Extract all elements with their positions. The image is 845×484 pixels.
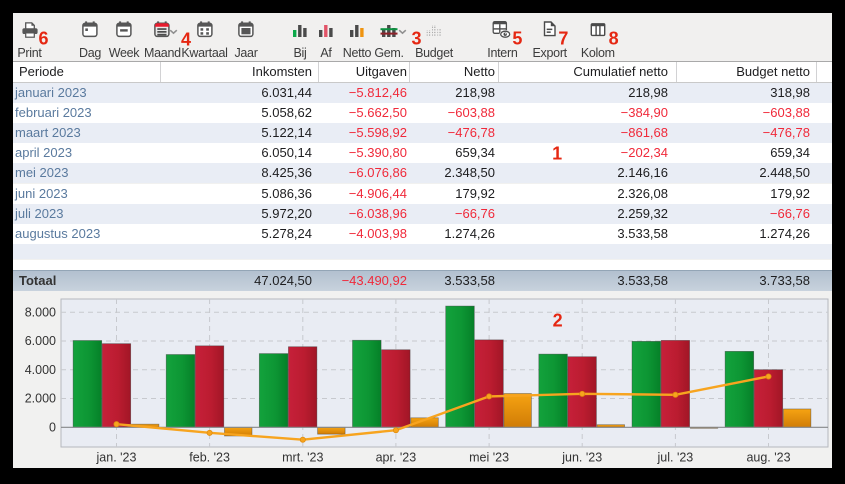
svg-text:jul. '23: jul. '23 xyxy=(657,451,694,465)
svg-text:jan. '23: jan. '23 xyxy=(96,451,137,465)
svg-text:6.000: 6.000 xyxy=(25,334,56,348)
svg-text:0: 0 xyxy=(49,421,56,435)
svg-text:apr. '23: apr. '23 xyxy=(376,451,417,465)
svg-text:aug. '23: aug. '23 xyxy=(746,451,790,465)
svg-text:2.000: 2.000 xyxy=(25,392,56,406)
svg-text:4.000: 4.000 xyxy=(25,363,56,377)
svg-text:mrt. '23: mrt. '23 xyxy=(282,451,323,465)
svg-text:jun. '23: jun. '23 xyxy=(561,451,602,465)
svg-text:8.000: 8.000 xyxy=(25,305,56,319)
svg-text:feb. '23: feb. '23 xyxy=(189,451,230,465)
svg-text:mei '23: mei '23 xyxy=(469,451,509,465)
